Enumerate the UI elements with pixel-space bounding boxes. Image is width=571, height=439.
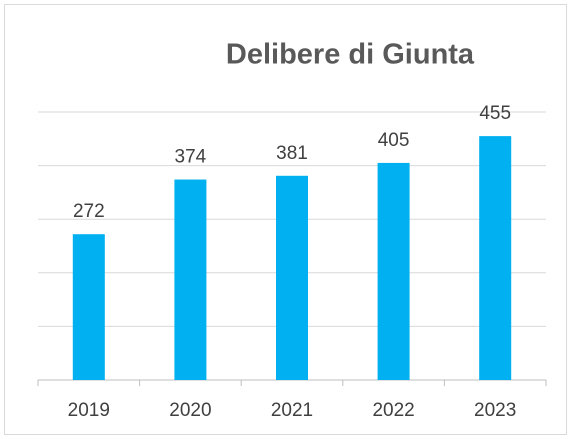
x-tick-label: 2019 <box>68 400 110 421</box>
x-tick-label: 2021 <box>271 400 313 421</box>
data-label: 455 <box>479 103 511 124</box>
data-label: 405 <box>378 130 410 151</box>
x-tick-label: 2022 <box>372 400 414 421</box>
x-tick-label: 2023 <box>474 400 516 421</box>
data-label: 374 <box>175 147 207 168</box>
data-label: 272 <box>73 201 105 222</box>
bar <box>377 162 410 380</box>
bar <box>276 175 308 380</box>
bar <box>72 234 105 380</box>
chart-title: Delibere di Giunta <box>226 39 475 71</box>
bar <box>174 179 207 380</box>
bar <box>479 136 512 380</box>
data-label: 381 <box>276 143 308 164</box>
x-tick-label: 2020 <box>169 400 211 421</box>
